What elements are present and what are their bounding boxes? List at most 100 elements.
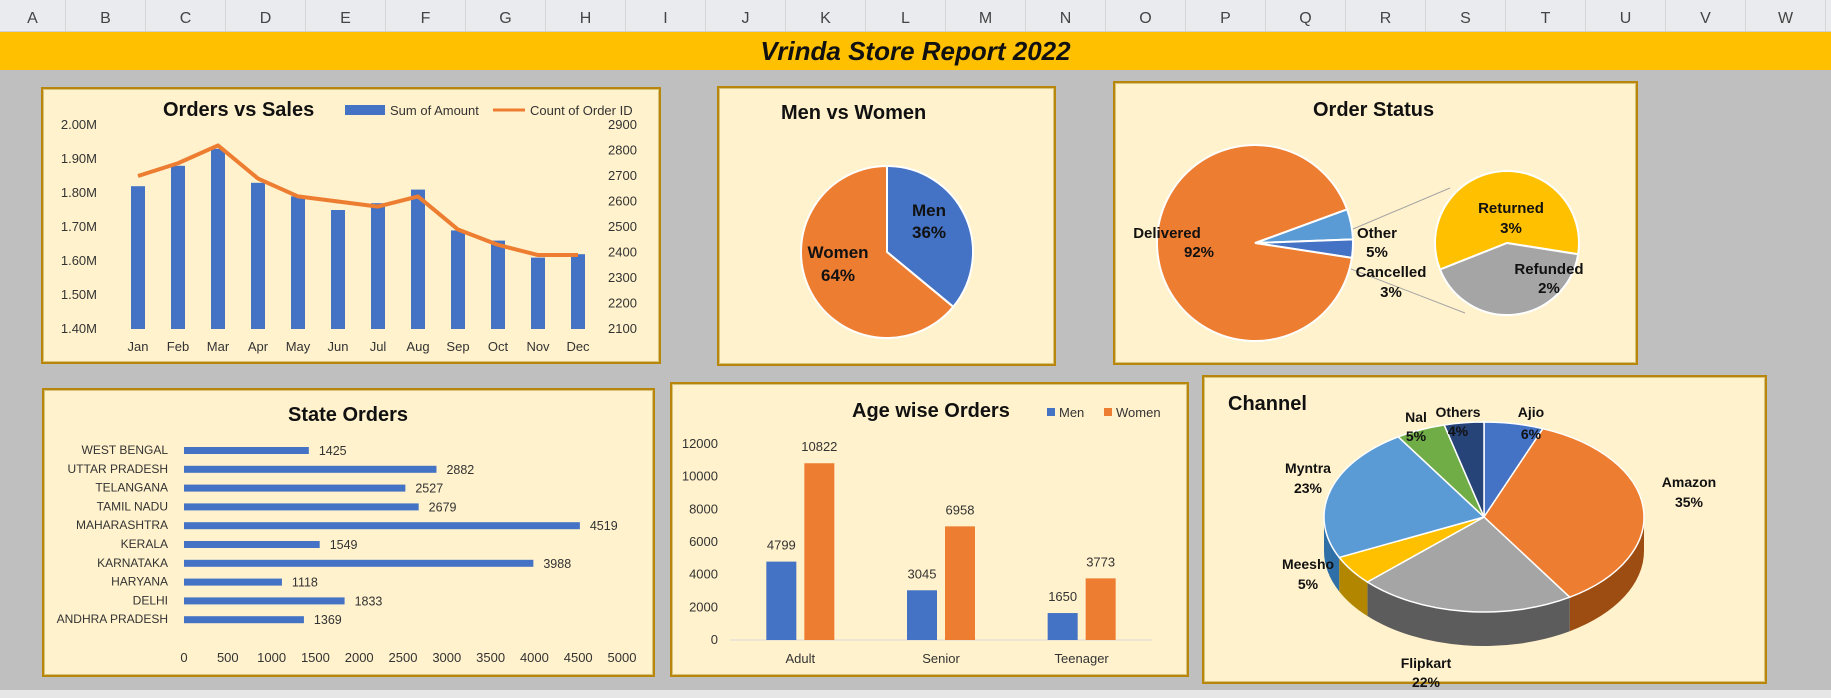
x-axis-tick: 2000 <box>345 650 374 665</box>
x-axis-tick: Aug <box>406 339 429 354</box>
column-header-e[interactable]: E <box>306 0 386 31</box>
slice-value-cancelled: 3% <box>1380 284 1402 301</box>
column-header-i[interactable]: I <box>626 0 706 31</box>
pie-side-flipkart <box>1367 582 1570 646</box>
connector-line-top <box>1352 187 1451 230</box>
column-header-o[interactable]: O <box>1106 0 1186 31</box>
pie-slice-flipkart <box>1365 516 1572 613</box>
column-header-q[interactable]: Q <box>1266 0 1346 31</box>
pie-slice-women <box>800 164 955 339</box>
state-label: UTTAR PRADESH <box>68 462 168 476</box>
channel-chart[interactable]: Channel Ajio 6% Amazon 35% Flipkart 22% Meesho… <box>1202 375 1767 690</box>
data-label: 1369 <box>314 613 342 627</box>
legend-label-women: Women <box>1116 405 1161 420</box>
column-header-g[interactable]: G <box>466 0 546 31</box>
right-axis-tick: 2400 <box>608 245 637 260</box>
column-header-c[interactable]: C <box>146 0 226 31</box>
state-label: TAMIL NADU <box>97 499 168 513</box>
slice-label-delivered: Delivered <box>1133 225 1201 242</box>
column-header-m[interactable]: M <box>946 0 1026 31</box>
column-header-d[interactable]: D <box>226 0 306 31</box>
x-axis-tick: 4000 <box>520 650 549 665</box>
bar-state <box>184 541 320 548</box>
data-label: 1425 <box>319 444 347 458</box>
x-axis-tick: Dec <box>566 339 590 354</box>
sheet-scrollbar[interactable] <box>0 690 1831 698</box>
slice-value-other: 5% <box>1366 244 1388 261</box>
y-axis-tick: 2000 <box>689 599 718 614</box>
slice-value-returned: 3% <box>1500 220 1522 237</box>
y-axis-tick: 4000 <box>689 567 718 582</box>
column-header-p[interactable]: P <box>1186 0 1266 31</box>
column-header-b[interactable]: B <box>66 0 146 31</box>
state-label: KARNATAKA <box>97 556 168 570</box>
state-orders-chart[interactable]: State Orders WEST BENGAL 1425 UTTAR PRADES… <box>42 388 655 677</box>
column-header-a[interactable]: A <box>0 0 66 31</box>
bar-jun <box>331 210 345 329</box>
order-status-chart[interactable]: Order Status Delivered 92% Other 5% Cancelle… <box>1113 81 1638 365</box>
data-label: 2527 <box>415 482 443 496</box>
column-header-j[interactable]: J <box>706 0 786 31</box>
bar-state <box>184 484 406 492</box>
data-label: 2882 <box>446 463 474 477</box>
chart-title: Age wise Orders <box>852 400 1010 422</box>
x-axis-tick: Senior <box>922 651 960 666</box>
column-header-k[interactable]: K <box>786 0 866 31</box>
column-header-u[interactable]: U <box>1586 0 1666 31</box>
column-header-v[interactable]: V <box>1666 0 1746 31</box>
bar-state <box>184 447 309 454</box>
x-axis-tick: 5000 <box>608 650 637 665</box>
line-count-of-order-id <box>137 143 578 258</box>
orders-vs-sales-chart[interactable]: Orders vs Sales Sum of Amount Count of Or… <box>41 87 661 364</box>
slice-value-men: 36% <box>912 223 946 242</box>
state-label: WEST BENGAL <box>82 443 169 457</box>
column-header-w[interactable]: W <box>1746 0 1826 31</box>
data-label: 1118 <box>292 576 318 590</box>
bar-women-adult <box>804 463 835 640</box>
state-label: DELHI <box>133 593 168 607</box>
state-label: TELANGANA <box>95 481 168 495</box>
pie-slice-men <box>886 164 974 309</box>
slice-value-delivered: 92% <box>1184 244 1214 261</box>
column-header-n[interactable]: N <box>1026 0 1106 31</box>
x-axis-tick: Adult <box>786 651 816 666</box>
bar-men-teenager <box>1047 613 1078 640</box>
left-axis-tick: 2.00M <box>61 117 97 132</box>
slice-value-others: 4% <box>1448 423 1469 439</box>
column-header-l[interactable]: L <box>866 0 946 31</box>
x-axis-tick: Jun <box>328 339 349 354</box>
x-axis-tick: Jul <box>370 339 387 354</box>
data-label: 1549 <box>330 538 358 552</box>
pie-side-meesho <box>1339 557 1368 617</box>
slice-value-flipkart: 22% <box>1412 674 1441 690</box>
x-axis-tick: 3000 <box>432 650 461 665</box>
slice-label-nal: Nal <box>1405 409 1427 425</box>
left-axis-tick: 1.80M <box>61 185 97 200</box>
column-header-t[interactable]: T <box>1506 0 1586 31</box>
legend-swatch-bar <box>345 105 385 115</box>
legend-label-men: Men <box>1059 405 1084 420</box>
men-vs-women-chart[interactable]: Men vs Women Men 36% Women 64% <box>717 86 1056 366</box>
column-header-f[interactable]: F <box>386 0 466 31</box>
column-header-s[interactable]: S <box>1426 0 1506 31</box>
x-axis-tick: 1500 <box>301 650 330 665</box>
column-header-h[interactable]: H <box>546 0 626 31</box>
legend-label-bar: Sum of Amount <box>390 103 479 118</box>
x-axis-tick: Nov <box>526 339 550 354</box>
x-axis-tick: Feb <box>167 339 189 354</box>
bar-state <box>184 503 419 511</box>
y-axis-tick: 10000 <box>682 469 718 484</box>
right-axis-tick: 2800 <box>608 143 637 158</box>
slice-label-women: Women <box>807 243 868 262</box>
column-header-r[interactable]: R <box>1346 0 1426 31</box>
left-axis-tick: 1.70M <box>61 219 97 234</box>
age-wise-orders-chart[interactable]: Age wise Orders Men Women 12000 10000 8000 60… <box>670 382 1189 677</box>
left-axis-tick: 1.90M <box>61 151 97 166</box>
slice-value-women: 64% <box>821 266 855 285</box>
data-label: 3988 <box>543 557 571 571</box>
pie-slice-returned <box>1434 170 1580 271</box>
x-axis-tick: Mar <box>207 339 230 354</box>
report-banner: Vrinda Store Report 2022 <box>0 32 1831 70</box>
bar-women-teenager <box>1085 578 1116 640</box>
